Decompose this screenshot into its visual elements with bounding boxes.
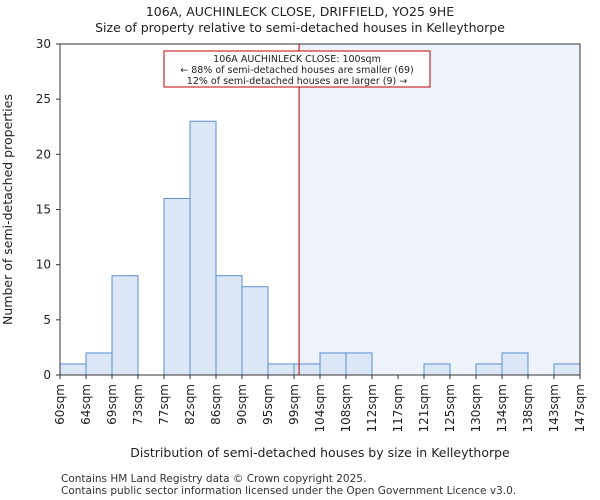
x-tick-label: 99sqm — [287, 384, 301, 425]
x-tick-label: 108sqm — [339, 384, 353, 432]
x-tick-label: 86sqm — [209, 384, 223, 425]
x-axis-label: Distribution of semi-detached houses by … — [130, 445, 510, 460]
x-tick-label: 134sqm — [495, 384, 509, 432]
y-tick-label: 15 — [36, 203, 51, 217]
y-tick-label: 25 — [36, 92, 51, 106]
histogram-bar — [345, 352, 373, 376]
footer-licence: Contains public sector information licen… — [61, 485, 517, 497]
histogram-bar — [215, 275, 243, 376]
x-tick-label: 73sqm — [131, 384, 145, 425]
x-tick-label: 125sqm — [443, 384, 457, 432]
chart-title-address: 106A, AUCHINLECK CLOSE, DRIFFIELD, YO25 … — [145, 4, 455, 19]
histogram-bar — [111, 275, 139, 376]
x-tick-label: 117sqm — [391, 384, 405, 432]
x-tick-label: 64sqm — [79, 384, 93, 425]
x-tick-label: 130sqm — [469, 384, 483, 432]
y-tick-label: 5 — [43, 313, 51, 327]
y-tick-label: 30 — [36, 37, 51, 51]
histogram-bar — [423, 363, 451, 376]
x-tick-label: 60sqm — [53, 384, 67, 425]
histogram-bar — [189, 120, 217, 376]
y-tick-label: 0 — [43, 368, 51, 382]
x-tick-label: 69sqm — [105, 384, 119, 425]
x-tick-label: 90sqm — [235, 384, 249, 425]
x-tick-label: 82sqm — [183, 384, 197, 425]
histogram-bar — [59, 363, 87, 376]
larger-region-shade — [299, 44, 580, 375]
histogram-bar — [319, 352, 347, 376]
annotation-line-1: 106A AUCHINLECK CLOSE: 100sqm — [213, 54, 381, 65]
histogram-bar — [267, 363, 295, 376]
annotation-line-3: 12% of semi-detached houses are larger (… — [187, 76, 407, 87]
x-tick-label: 121sqm — [417, 384, 431, 432]
annotation-box — [163, 50, 431, 88]
chart-title-subtitle: Size of property relative to semi-detach… — [95, 20, 505, 35]
x-tick-label: 147sqm — [573, 384, 587, 432]
x-tick-label: 77sqm — [157, 384, 171, 425]
histogram-bar — [241, 286, 269, 376]
histogram-bar — [163, 197, 191, 376]
annotation-line-2: ← 88% of semi-detached houses are smalle… — [180, 65, 414, 76]
histogram-bar — [475, 363, 503, 376]
y-axis-label: Number of semi-detached properties — [0, 94, 15, 325]
histogram-bar — [501, 352, 529, 376]
y-tick-label: 10 — [36, 258, 51, 272]
histogram-bar — [85, 352, 113, 376]
histogram-bar — [293, 363, 321, 376]
x-tick-label: 138sqm — [521, 384, 535, 432]
x-tick-label: 112sqm — [365, 384, 379, 432]
x-tick-label: 143sqm — [547, 384, 561, 432]
y-tick-label: 20 — [36, 147, 51, 161]
footer-copyright: Contains HM Land Registry data © Crown c… — [61, 473, 367, 485]
x-tick-label: 95sqm — [261, 384, 275, 425]
histogram-bar — [553, 363, 581, 376]
x-tick-label: 104sqm — [313, 384, 327, 432]
